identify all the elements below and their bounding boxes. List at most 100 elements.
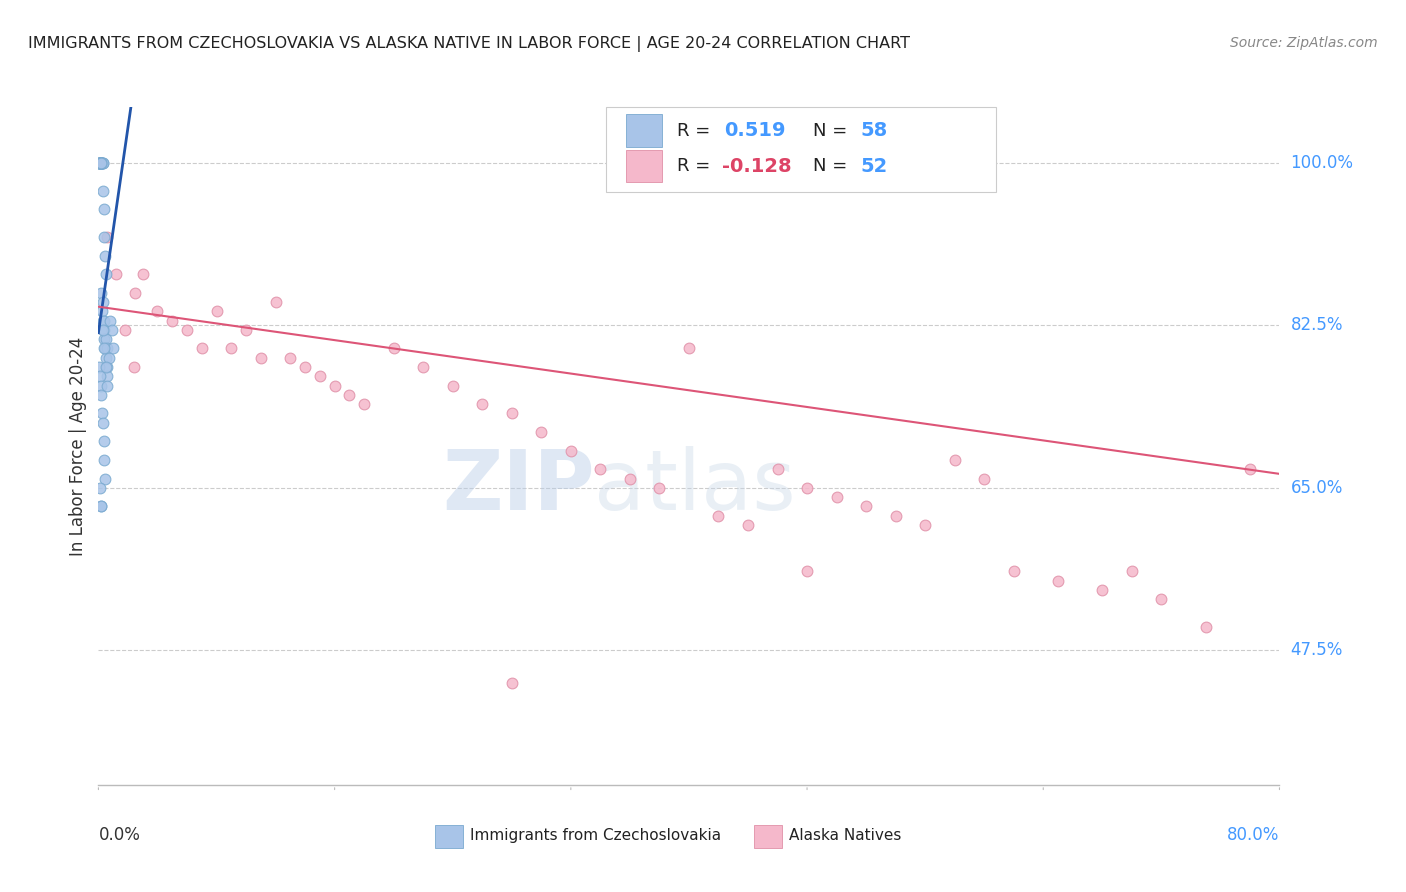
Point <box>114 323 136 337</box>
Point <box>323 378 346 392</box>
Point <box>89 155 111 169</box>
Point <box>235 323 257 337</box>
Text: Source: ZipAtlas.com: Source: ZipAtlas.com <box>1230 36 1378 50</box>
Point <box>294 360 316 375</box>
Point <box>93 434 115 449</box>
Point <box>648 481 671 495</box>
Point <box>353 397 375 411</box>
Point <box>1150 592 1173 607</box>
Point <box>90 155 112 169</box>
FancyBboxPatch shape <box>434 825 464 848</box>
Point <box>91 155 114 169</box>
Point <box>89 369 111 384</box>
Point <box>98 313 121 327</box>
Point <box>884 508 907 523</box>
Point <box>1239 462 1261 476</box>
Point <box>412 360 434 375</box>
Point <box>89 155 111 169</box>
Point <box>501 675 523 690</box>
Point <box>89 155 111 169</box>
Point <box>162 313 183 327</box>
Point <box>707 508 730 523</box>
Point <box>94 267 117 281</box>
Text: ZIP: ZIP <box>441 446 595 527</box>
Point <box>90 155 112 169</box>
Text: IMMIGRANTS FROM CZECHOSLOVAKIA VS ALASKA NATIVE IN LABOR FORCE | AGE 20-24 CORRE: IMMIGRANTS FROM CZECHOSLOVAKIA VS ALASKA… <box>28 36 910 52</box>
Point <box>96 369 118 384</box>
Point <box>90 155 112 169</box>
Point <box>973 471 995 485</box>
Point <box>91 323 114 337</box>
Point <box>89 155 111 169</box>
FancyBboxPatch shape <box>606 107 995 192</box>
Point <box>93 342 115 356</box>
Point <box>796 565 818 579</box>
Text: 65.0%: 65.0% <box>1291 479 1343 497</box>
Point <box>89 155 111 169</box>
Point <box>90 155 112 169</box>
Point <box>90 155 112 169</box>
Text: N =: N = <box>813 157 853 175</box>
Point <box>89 360 111 375</box>
Text: -0.128: -0.128 <box>723 156 792 176</box>
Point <box>1046 574 1070 588</box>
Point <box>90 378 112 392</box>
Point <box>96 360 118 375</box>
Text: 100.0%: 100.0% <box>1291 153 1354 172</box>
Point <box>825 490 848 504</box>
Point <box>89 155 111 169</box>
Point <box>90 500 112 514</box>
Text: 52: 52 <box>860 156 887 176</box>
Point <box>250 351 273 365</box>
Point <box>96 378 118 392</box>
Point <box>90 500 112 514</box>
Point <box>766 462 789 476</box>
FancyBboxPatch shape <box>754 825 782 848</box>
Text: 80.0%: 80.0% <box>1227 826 1279 844</box>
Point <box>943 453 966 467</box>
Point <box>91 295 114 310</box>
Point <box>91 155 114 169</box>
Point <box>91 155 114 169</box>
Point <box>93 313 115 327</box>
Text: 0.0%: 0.0% <box>98 826 141 844</box>
Point <box>89 155 111 169</box>
Point <box>91 313 114 327</box>
Point <box>91 155 114 169</box>
Point <box>122 360 145 375</box>
Text: 58: 58 <box>860 121 887 140</box>
Point <box>1195 620 1218 634</box>
Point <box>89 155 111 169</box>
Point <box>94 342 117 356</box>
Point <box>105 267 128 281</box>
Point <box>91 184 114 198</box>
Point <box>530 425 553 439</box>
Point <box>132 267 155 281</box>
Point <box>97 351 120 365</box>
Text: R =: R = <box>678 157 716 175</box>
Point <box>1091 582 1114 597</box>
Point <box>796 481 818 495</box>
Point <box>441 378 464 392</box>
Point <box>124 285 146 300</box>
Point <box>914 517 936 532</box>
Point <box>96 230 118 244</box>
Text: atlas: atlas <box>595 446 796 527</box>
Text: 47.5%: 47.5% <box>1291 641 1343 659</box>
Point <box>89 155 111 169</box>
Point <box>90 155 112 169</box>
Point <box>471 397 494 411</box>
Point <box>93 202 115 217</box>
Point <box>221 342 243 356</box>
Point <box>619 471 641 485</box>
Point <box>1002 565 1025 579</box>
Point <box>309 369 332 384</box>
Point <box>146 304 169 318</box>
Text: 82.5%: 82.5% <box>1291 317 1343 334</box>
Point <box>1121 565 1143 579</box>
Point <box>737 517 759 532</box>
Point <box>264 295 287 310</box>
Point <box>94 249 117 263</box>
Point <box>855 500 877 514</box>
Point <box>90 285 112 300</box>
